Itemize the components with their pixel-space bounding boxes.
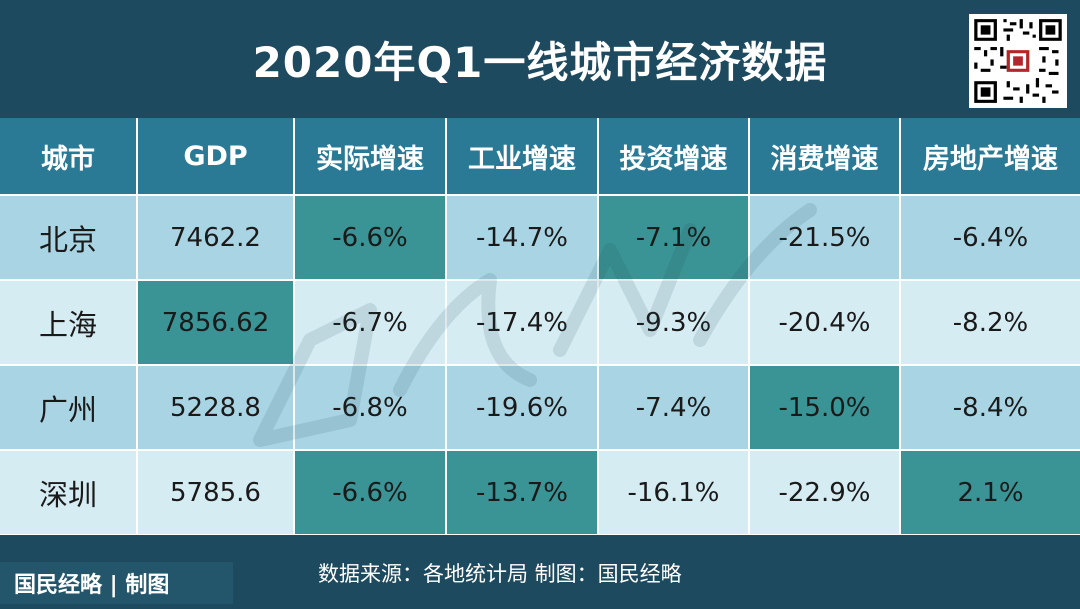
real-growth-cell: -6.6% xyxy=(295,196,447,281)
brand-label: 国民经略 | 制图 xyxy=(0,562,233,604)
table-header-row: 城市 GDP 实际增速 工业增速 投资增速 消费增速 房地产增速 xyxy=(0,118,1080,196)
consumption-growth-cell: -22.9% xyxy=(750,451,901,536)
column-header-gdp: GDP xyxy=(138,118,295,196)
investment-growth-cell: -7.1% xyxy=(599,196,750,281)
table-row: 广州 5228.8 -6.8% -19.6% -7.4% -15.0% -8.4… xyxy=(0,366,1080,451)
chart-title: 2020年Q1一线城市经济数据 xyxy=(252,37,828,87)
consumption-growth-cell: -21.5% xyxy=(750,196,901,281)
consumption-growth-cell: -15.0% xyxy=(750,366,901,451)
city-cell: 广州 xyxy=(0,366,138,451)
gdp-cell: 7856.62 xyxy=(138,281,295,366)
industry-growth-cell: -14.7% xyxy=(447,196,599,281)
investment-growth-cell: -16.1% xyxy=(599,451,750,536)
consumption-growth-cell: -20.4% xyxy=(750,281,901,366)
gdp-cell: 5785.6 xyxy=(138,451,295,536)
gdp-cell: 5228.8 xyxy=(138,366,295,451)
investment-growth-cell: -9.3% xyxy=(599,281,750,366)
qr-code-icon xyxy=(969,14,1067,108)
city-cell: 北京 xyxy=(0,196,138,281)
city-cell: 上海 xyxy=(0,281,138,366)
source-note: 数据来源：各地统计局 制图：国民经略 xyxy=(318,562,682,586)
gdp-cell: 7462.2 xyxy=(138,196,295,281)
column-header-realestate-growth: 房地产增速 xyxy=(901,118,1080,196)
real-growth-cell: -6.8% xyxy=(295,366,447,451)
realestate-growth-cell: -6.4% xyxy=(901,196,1080,281)
header-bar xyxy=(0,0,1080,118)
column-header-industry-growth: 工业增速 xyxy=(447,118,599,196)
column-header-real-growth: 实际增速 xyxy=(295,118,447,196)
table-row: 北京 7462.2 -6.6% -14.7% -7.1% -21.5% -6.4… xyxy=(0,196,1080,281)
investment-growth-cell: -7.4% xyxy=(599,366,750,451)
data-table: 城市 GDP 实际增速 工业增速 投资增速 消费增速 房地产增速 北京 7462… xyxy=(0,118,1080,536)
industry-growth-cell: -13.7% xyxy=(447,451,599,536)
real-growth-cell: -6.6% xyxy=(295,451,447,536)
column-header-consumption-growth: 消费增速 xyxy=(750,118,901,196)
real-growth-cell: -6.7% xyxy=(295,281,447,366)
realestate-growth-cell: 2.1% xyxy=(901,451,1080,536)
column-header-investment-growth: 投资增速 xyxy=(599,118,750,196)
realestate-growth-cell: -8.2% xyxy=(901,281,1080,366)
table-row: 上海 7856.62 -6.7% -17.4% -9.3% -20.4% -8.… xyxy=(0,281,1080,366)
table-row: 深圳 5785.6 -6.6% -13.7% -16.1% -22.9% 2.1… xyxy=(0,451,1080,536)
industry-growth-cell: -17.4% xyxy=(447,281,599,366)
city-cell: 深圳 xyxy=(0,451,138,536)
realestate-growth-cell: -8.4% xyxy=(901,366,1080,451)
industry-growth-cell: -19.6% xyxy=(447,366,599,451)
column-header-city: 城市 xyxy=(0,118,138,196)
